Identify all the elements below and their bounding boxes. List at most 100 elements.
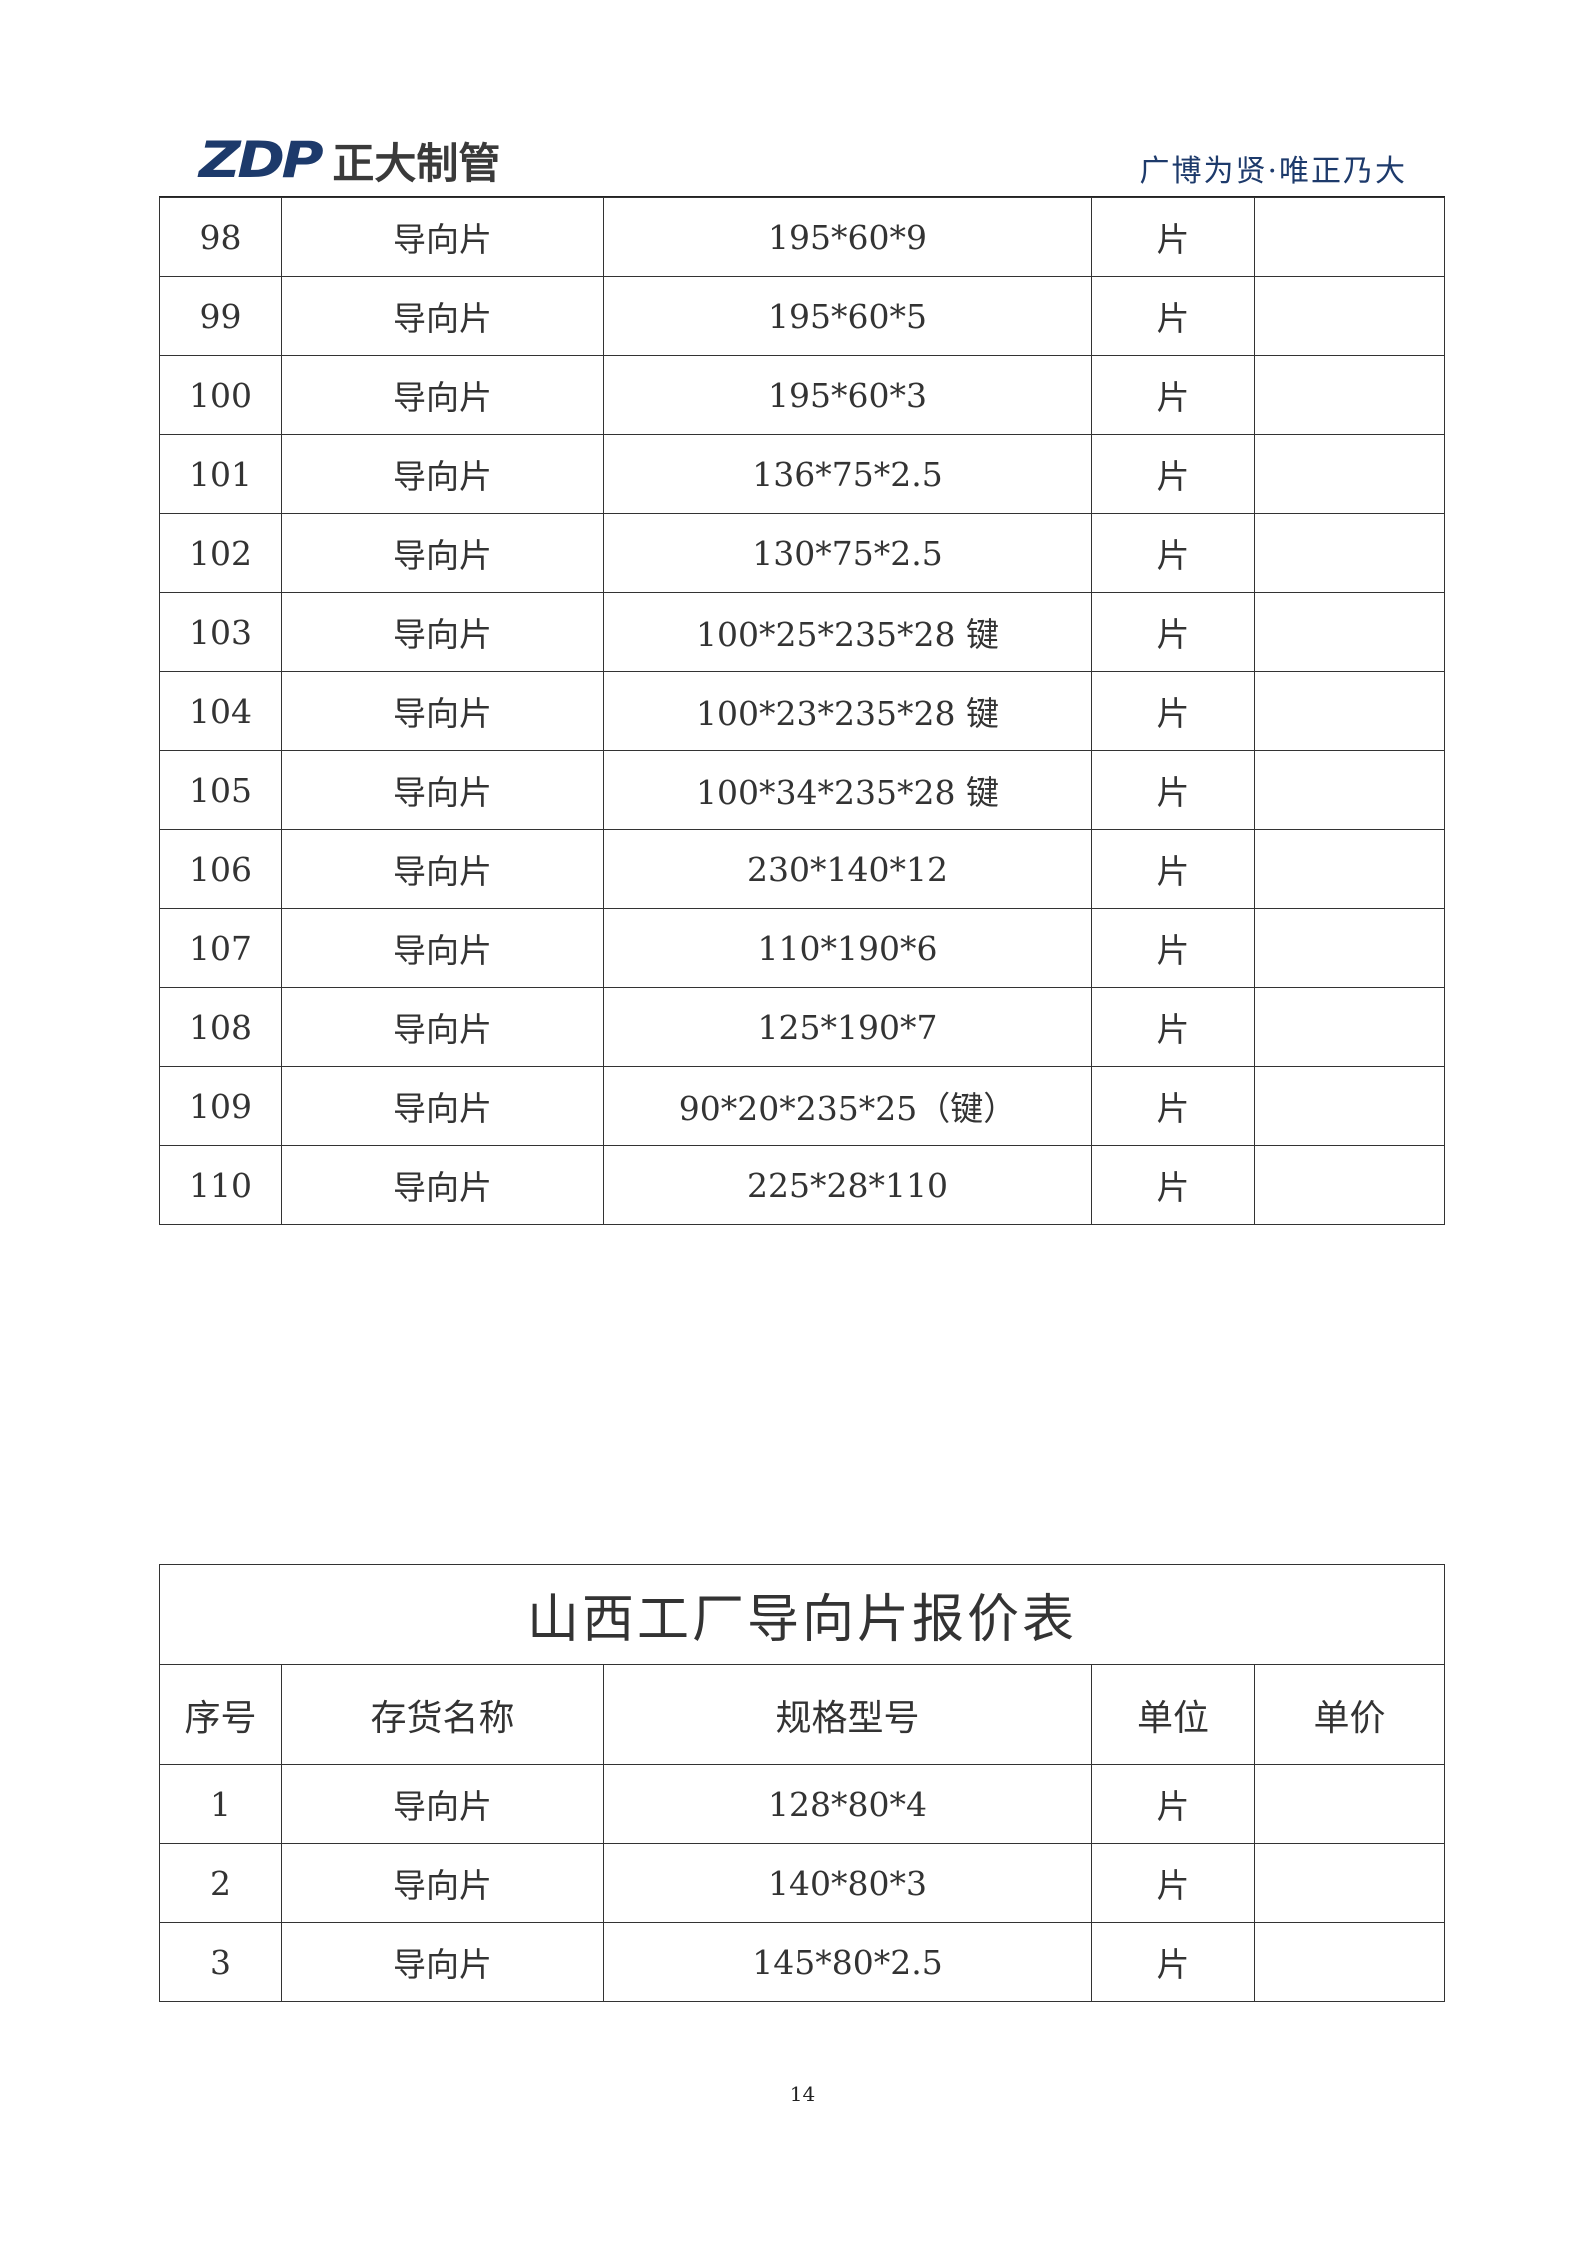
- row-number-cell: 109: [159, 1066, 282, 1146]
- unit-cell: 片: [1091, 276, 1255, 356]
- table-row: 103 导向片 100*25*235*28 键片: [159, 592, 1445, 672]
- specification-cell: 230*140*12: [603, 829, 1092, 909]
- item-name-cell: 导向片: [281, 592, 604, 672]
- row-number-cell: 101: [159, 434, 282, 514]
- unit-price-cell: [1254, 987, 1445, 1067]
- table-row: 98 导向片 195*60*9 片: [159, 197, 1445, 277]
- row-number-cell: 2: [159, 1843, 282, 1923]
- row-number-cell: 99: [159, 276, 282, 356]
- unit-cell: 片: [1091, 513, 1255, 593]
- specification-cell: 130*75*2.5: [603, 513, 1092, 593]
- unit-price-cell: [1254, 829, 1445, 909]
- row-number-cell: 102: [159, 513, 282, 593]
- unit-price-cell: [1254, 1922, 1445, 2002]
- item-name-cell: 导向片: [281, 1922, 604, 2002]
- logo-text: 正大制管: [332, 138, 501, 188]
- unit-price-cell: [1254, 513, 1445, 593]
- unit-cell: 片: [1091, 750, 1255, 830]
- specification-cell: 136*75*2.5: [603, 434, 1092, 514]
- row-number-cell: 104: [159, 671, 282, 751]
- specification-cell: 195*60*3: [603, 355, 1092, 435]
- item-name-cell: 导向片: [281, 513, 604, 593]
- specification-cell: 145*80*2.5: [603, 1922, 1092, 2002]
- table-row: 102 导向片 130*75*2.5 片: [159, 513, 1445, 593]
- table-row: 108 导向片 125*190*7 片: [159, 987, 1445, 1067]
- column-header-item-name: 存货名称: [281, 1664, 604, 1765]
- table-row: 3 导向片 145*80*2.5 片: [159, 1922, 1445, 2002]
- item-name-cell: 导向片: [281, 1145, 604, 1225]
- item-name-cell: 导向片: [281, 671, 604, 751]
- unit-cell: 片: [1091, 197, 1255, 277]
- specification-cell: 100*34*235*28 键: [603, 750, 1092, 830]
- item-name-cell: 导向片: [281, 1764, 604, 1844]
- table-row: 104 导向片 100*23*235*28 键片: [159, 671, 1445, 751]
- unit-price-cell: [1254, 355, 1445, 435]
- item-name-cell: 导向片: [281, 434, 604, 514]
- row-number-cell: 108: [159, 987, 282, 1067]
- row-number-cell: 103: [159, 592, 282, 672]
- unit-cell: 片: [1091, 592, 1255, 672]
- row-number-cell: 98: [159, 197, 282, 277]
- shanxi-price-table: 山西工厂导向片报价表 序号 存货名称 规格型号 单位 单价 1 导向片 128*80*4 片 2…: [159, 1564, 1445, 2002]
- unit-cell: 片: [1091, 908, 1255, 988]
- specification-cell: 90*20*235*25（键）: [603, 1066, 1092, 1146]
- item-name-cell: 导向片: [281, 908, 604, 988]
- logo-mark: ZDP: [199, 131, 324, 189]
- price-table-continued: 98 导向片 195*60*9 片 99 导向片 195*60*5 片 100 导向片 195*60…: [159, 197, 1445, 1225]
- table-row: 101 导向片 136*75*2.5 片: [159, 434, 1445, 514]
- specification-cell: 125*190*7: [603, 987, 1092, 1067]
- unit-price-cell: [1254, 750, 1445, 830]
- company-logo: ZDP 正大制管: [199, 131, 500, 189]
- unit-price-cell: [1254, 1764, 1445, 1844]
- unit-cell: 片: [1091, 1922, 1255, 2002]
- table-row: 110 导向片 225*28*110 片: [159, 1145, 1445, 1225]
- table-row: 1 导向片 128*80*4 片: [159, 1764, 1445, 1844]
- unit-price-cell: [1254, 671, 1445, 751]
- unit-cell: 片: [1091, 1066, 1255, 1146]
- item-name-cell: 导向片: [281, 750, 604, 830]
- row-number-cell: 106: [159, 829, 282, 909]
- table-row: 107 导向片 110*190*6 片: [159, 908, 1445, 988]
- specification-cell: 195*60*5: [603, 276, 1092, 356]
- item-name-cell: 导向片: [281, 197, 604, 277]
- unit-cell: 片: [1091, 355, 1255, 435]
- unit-price-cell: [1254, 1066, 1445, 1146]
- row-number-cell: 3: [159, 1922, 282, 2002]
- unit-cell: 片: [1091, 987, 1255, 1067]
- unit-price-cell: [1254, 1145, 1445, 1225]
- item-name-cell: 导向片: [281, 829, 604, 909]
- row-number-cell: 107: [159, 908, 282, 988]
- item-name-cell: 导向片: [281, 276, 604, 356]
- unit-cell: 片: [1091, 1843, 1255, 1923]
- table-title: 山西工厂导向片报价表: [159, 1564, 1445, 1665]
- row-number-cell: 100: [159, 355, 282, 435]
- column-header-unit: 单位: [1091, 1664, 1255, 1765]
- slogan: 广博为贤·唯正乃大: [1139, 154, 1407, 189]
- unit-cell: 片: [1091, 1145, 1255, 1225]
- specification-cell: 128*80*4: [603, 1764, 1092, 1844]
- unit-cell: 片: [1091, 829, 1255, 909]
- specification-cell: 100*23*235*28 键: [603, 671, 1092, 751]
- table-row: 99 导向片 195*60*5 片: [159, 276, 1445, 356]
- unit-price-cell: [1254, 1843, 1445, 1923]
- specification-cell: 195*60*9: [603, 197, 1092, 277]
- table-row: 2 导向片 140*80*3 片: [159, 1843, 1445, 1923]
- row-number-cell: 110: [159, 1145, 282, 1225]
- row-number-cell: 105: [159, 750, 282, 830]
- specification-cell: 140*80*3: [603, 1843, 1092, 1923]
- unit-price-cell: [1254, 197, 1445, 277]
- unit-cell: 片: [1091, 671, 1255, 751]
- specification-cell: 100*25*235*28 键: [603, 592, 1092, 672]
- page-number: 14: [789, 2082, 816, 2106]
- table-row: 106 导向片 230*140*12 片: [159, 829, 1445, 909]
- table-row: 100 导向片 195*60*3 片: [159, 355, 1445, 435]
- row-number-cell: 1: [159, 1764, 282, 1844]
- item-name-cell: 导向片: [281, 355, 604, 435]
- unit-cell: 片: [1091, 1764, 1255, 1844]
- specification-cell: 225*28*110: [603, 1145, 1092, 1225]
- unit-cell: 片: [1091, 434, 1255, 514]
- column-header-specification: 规格型号: [603, 1664, 1092, 1765]
- column-header-unit-price: 单价: [1254, 1664, 1445, 1765]
- column-header-row-number: 序号: [159, 1664, 282, 1765]
- item-name-cell: 导向片: [281, 987, 604, 1067]
